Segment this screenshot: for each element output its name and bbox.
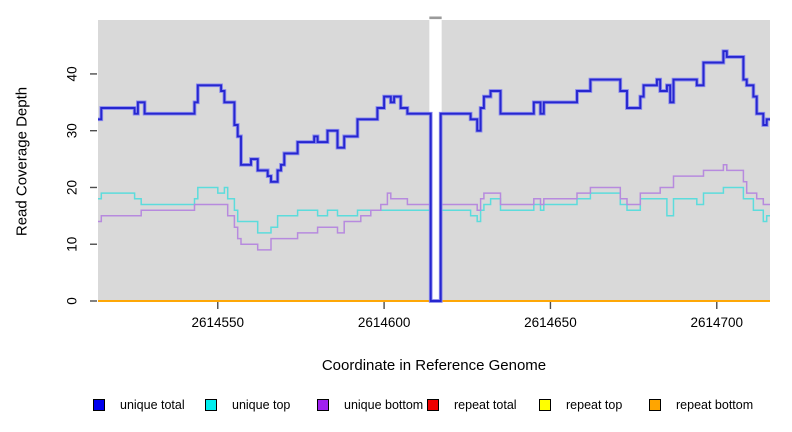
x-tick-label: 2614550: [191, 315, 244, 330]
legend-swatch-repeat-total: [427, 399, 439, 411]
legend-label: unique total: [120, 398, 185, 412]
x-tick-label: 2614650: [524, 315, 577, 330]
legend-item-unique-bottom: unique bottom: [317, 398, 423, 412]
legend-label: unique top: [232, 398, 291, 412]
legend-item-repeat-bottom: repeat bottom: [649, 398, 753, 412]
series-unique-top: [98, 186, 770, 234]
y-tick-label: 40: [65, 66, 80, 81]
legend-label: unique bottom: [344, 398, 424, 412]
legend-label: repeat bottom: [676, 398, 754, 412]
legend-item-unique-top: unique top: [205, 398, 290, 412]
legend-item-unique-total: unique total: [93, 398, 185, 412]
x-tick-label: 2614700: [690, 315, 743, 330]
series-unique-bottom: [98, 164, 770, 251]
legend-label: repeat total: [454, 398, 517, 412]
y-tick-label: 0: [65, 297, 80, 305]
x-axis-label: Coordinate in Reference Genome: [321, 357, 547, 374]
y-tick-label: 10: [65, 237, 80, 252]
legend-item-repeat-top: repeat top: [539, 398, 622, 412]
legend-label: repeat top: [566, 398, 623, 412]
legend-item-repeat-total: repeat total: [427, 398, 517, 412]
legend-swatch-repeat-bottom: [649, 399, 661, 411]
legend-swatch-unique-top: [205, 399, 217, 411]
y-axis-label: Read Coverage Depth: [13, 86, 31, 237]
gap-band-top-mark: [429, 16, 442, 20]
legend-swatch-unique-bottom: [317, 399, 329, 411]
y-tick-label: 30: [65, 123, 80, 138]
legend-swatch-unique-total: [93, 399, 105, 411]
y-tick-label: 20: [65, 180, 80, 195]
x-tick-label: 2614600: [358, 315, 411, 330]
series-unique-total: [98, 50, 770, 302]
legend-swatch-repeat-top: [539, 399, 551, 411]
